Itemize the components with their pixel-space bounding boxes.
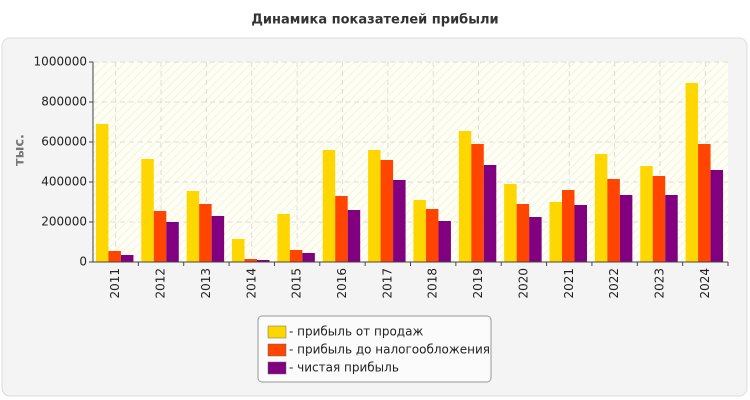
bar [665, 195, 678, 262]
bar [607, 179, 620, 262]
legend-label: - прибыль до налогообложения [289, 343, 490, 357]
y-tick-label: 600000 [41, 135, 87, 149]
bar [594, 154, 608, 262]
x-tick-label: 2018 [426, 268, 440, 299]
x-tick-label: 2014 [244, 268, 258, 299]
legend-label: - чистая прибыль [289, 361, 399, 375]
bar [483, 165, 497, 262]
bar [153, 211, 167, 262]
bar [244, 259, 257, 262]
bar [549, 202, 562, 262]
bar [413, 200, 426, 262]
bar [347, 210, 361, 262]
bar [393, 180, 406, 262]
y-tick-label: 800000 [41, 95, 87, 109]
x-tick-label: 2021 [562, 268, 576, 299]
x-tick-label: 2016 [335, 268, 349, 299]
bar [562, 190, 575, 262]
bar [471, 144, 484, 262]
bar [322, 150, 336, 262]
bar [380, 160, 394, 262]
bar [438, 221, 451, 262]
chart-title: Динамика показателей прибыли [251, 13, 498, 28]
bar [685, 83, 699, 262]
bar [108, 251, 121, 262]
bar [698, 144, 711, 262]
bar [141, 159, 154, 262]
bar [257, 260, 270, 262]
x-tick-label: 2011 [108, 268, 122, 299]
x-tick-label: 2013 [199, 268, 213, 299]
bar [640, 166, 653, 262]
bar [211, 216, 225, 262]
bar [120, 255, 134, 262]
bar [504, 184, 517, 262]
legend-swatch [267, 343, 287, 357]
bar [199, 204, 212, 262]
y-tick-label: 0 [79, 255, 87, 269]
bar [232, 239, 245, 262]
x-tick-label: 2017 [380, 268, 394, 299]
bar [95, 124, 109, 262]
bar [529, 217, 542, 262]
bar [368, 150, 381, 262]
y-tick-label: 200000 [41, 215, 87, 229]
x-tick-label: 2015 [290, 268, 304, 299]
x-tick-label: 2012 [154, 268, 168, 299]
bar [277, 214, 290, 262]
legend-swatch [267, 361, 287, 375]
x-tick-label: 2022 [607, 268, 621, 299]
bar [516, 204, 530, 262]
x-tick-label: 2023 [652, 268, 666, 299]
bar [652, 176, 666, 262]
bar [302, 253, 315, 262]
bar [458, 131, 472, 262]
y-tick-label: 400000 [41, 175, 87, 189]
y-axis-label: тыс. [13, 134, 28, 166]
bar [710, 170, 724, 262]
y-tick-label: 1000000 [34, 55, 87, 69]
legend [257, 315, 492, 383]
x-tick-label: 2024 [698, 268, 712, 299]
bar [186, 191, 200, 262]
x-tick-label: 2019 [471, 268, 485, 299]
bar [574, 205, 587, 262]
bar [335, 196, 348, 262]
bar [289, 250, 303, 262]
bar [619, 195, 633, 262]
bar [166, 222, 179, 262]
legend-swatch [267, 325, 287, 339]
bar [425, 209, 439, 262]
x-tick-label: 2020 [516, 268, 530, 299]
legend-label: - прибыль от продаж [289, 325, 423, 339]
